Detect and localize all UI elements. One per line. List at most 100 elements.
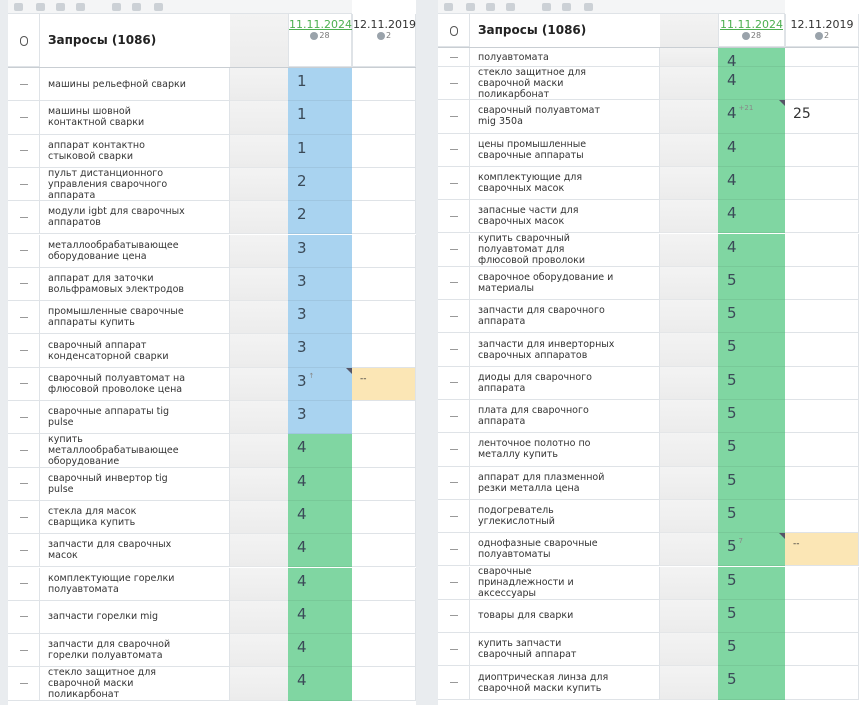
blurred-cell: [230, 401, 288, 435]
query-cell: сварочное оборудование и материалы: [470, 266, 660, 301]
row-menu[interactable]: [8, 234, 40, 268]
table-row: цены промышленные сварочные аппараты 4: [438, 133, 859, 167]
row-menu[interactable]: [438, 466, 470, 500]
row-dash: [19, 616, 28, 618]
row-menu[interactable]: [8, 267, 40, 302]
row-dash: [19, 250, 28, 252]
row-menu[interactable]: [8, 334, 40, 368]
row-menu[interactable]: [8, 101, 40, 135]
rank-value: 4: [727, 104, 737, 123]
rank-cell: 4: [288, 567, 352, 601]
date-label[interactable]: 12.11.2019: [790, 18, 854, 31]
toolbar-icon[interactable]: [584, 3, 593, 11]
table-row: сварочное оборудование и материалы 5: [438, 266, 859, 301]
blurred-column: [230, 14, 288, 67]
blurred-cell: [660, 333, 718, 367]
row-menu[interactable]: [8, 667, 40, 701]
rank-value: 5: [727, 437, 737, 456]
toolbar-icon[interactable]: [154, 3, 163, 11]
row-menu[interactable]: [8, 167, 40, 202]
old-rank-cell: [352, 101, 416, 135]
row-menu[interactable]: [8, 401, 40, 435]
row-dash: [19, 549, 28, 551]
row-dash: [19, 183, 28, 185]
row-dash: [449, 415, 458, 417]
toolbar-icon[interactable]: [444, 3, 453, 11]
row-menu[interactable]: [438, 133, 470, 167]
rank-cell: 3: [288, 301, 352, 335]
row-menu[interactable]: [8, 534, 40, 568]
row-dash: [19, 683, 28, 685]
toolbar-icon[interactable]: [14, 3, 23, 11]
rank-value: 4: [297, 638, 307, 657]
date-label[interactable]: 11.11.2024: [720, 18, 783, 31]
row-menu[interactable]: [438, 200, 470, 234]
row-menu[interactable]: [438, 366, 470, 400]
row-menu[interactable]: [438, 300, 470, 334]
query-cell: металлообрабатывающее оборудование цена: [40, 234, 230, 268]
query-cell: пульт дистанционного управления сварочно…: [40, 168, 230, 202]
row-menu[interactable]: [438, 266, 470, 301]
row-menu[interactable]: [438, 100, 470, 134]
toolbar-icon[interactable]: [486, 3, 495, 11]
old-rank: 25: [793, 106, 811, 123]
toolbar-icon[interactable]: [112, 3, 121, 11]
toolbar-icon[interactable]: [466, 3, 475, 11]
toolbar-icon[interactable]: [132, 3, 141, 11]
row-menu[interactable]: [8, 134, 40, 168]
toolbar-icon[interactable]: [36, 3, 45, 11]
row-menu[interactable]: [438, 499, 470, 534]
row-menu[interactable]: [438, 166, 470, 201]
row-menu[interactable]: [8, 634, 40, 668]
row-menu[interactable]: [438, 599, 470, 634]
row-menu[interactable]: [438, 533, 470, 567]
table-row: запчасти для инверторных сварочных аппар…: [438, 333, 859, 367]
query-text: запчасти для сварочного аппарата: [478, 305, 605, 328]
column-title[interactable]: Запросы (1086): [48, 33, 157, 47]
query-cell: сварочные аппараты tig pulse: [40, 401, 230, 435]
row-menu[interactable]: [438, 67, 470, 101]
row-menu[interactable]: [438, 233, 470, 267]
row-menu[interactable]: [438, 400, 470, 434]
rank-cell: 4: [718, 200, 785, 234]
old-rank-cell: [785, 300, 859, 334]
blurred-cell: [660, 266, 718, 301]
row-menu[interactable]: [8, 367, 40, 401]
blurred-cell: [230, 634, 288, 668]
rank-cell: 1: [288, 68, 352, 102]
old-rank-cell: [785, 67, 859, 101]
row-menu[interactable]: [8, 467, 40, 501]
toolbar-icon[interactable]: [506, 3, 515, 11]
row-menu[interactable]: [8, 500, 40, 535]
row-menu[interactable]: [438, 566, 470, 600]
row-menu[interactable]: [438, 333, 470, 367]
query-text: однофазные сварочные полуавтоматы: [478, 538, 598, 561]
row-menu[interactable]: [8, 301, 40, 335]
row-menu[interactable]: [8, 567, 40, 601]
query-text: купить сварочный полуавтомат для флюсово…: [478, 233, 586, 267]
rank-cell: 4: [288, 667, 352, 701]
rank-value: 3: [297, 238, 307, 257]
toolbar-icon[interactable]: [56, 3, 65, 11]
row-menu[interactable]: [8, 434, 40, 468]
date-label[interactable]: 12.11.2019: [353, 18, 416, 31]
toolbar-icon[interactable]: [562, 3, 571, 11]
table-row: плата для сварочного аппарата 5: [438, 400, 859, 434]
row-menu[interactable]: [8, 600, 40, 635]
row-dash: [449, 349, 458, 351]
row-menu[interactable]: [438, 666, 470, 700]
query-cell: аппарат для заточки вольфрамовых электро…: [40, 267, 230, 302]
row-menu[interactable]: [438, 633, 470, 667]
old-rank-cell: [785, 400, 859, 434]
row-menu[interactable]: [438, 48, 470, 67]
table-row: купить запчасти сварочный аппарат 5: [438, 633, 859, 667]
row-menu[interactable]: [438, 433, 470, 467]
date-label[interactable]: 11.11.2024: [289, 18, 352, 31]
toolbar-icon[interactable]: [542, 3, 551, 11]
table-row: аппарат для плазменной резки металла цен…: [438, 466, 859, 500]
column-title[interactable]: Запросы (1086): [478, 23, 587, 37]
toolbar-icon[interactable]: [76, 3, 85, 11]
old-rank: --: [360, 373, 367, 384]
row-menu[interactable]: [8, 201, 40, 235]
row-menu[interactable]: [8, 68, 40, 102]
